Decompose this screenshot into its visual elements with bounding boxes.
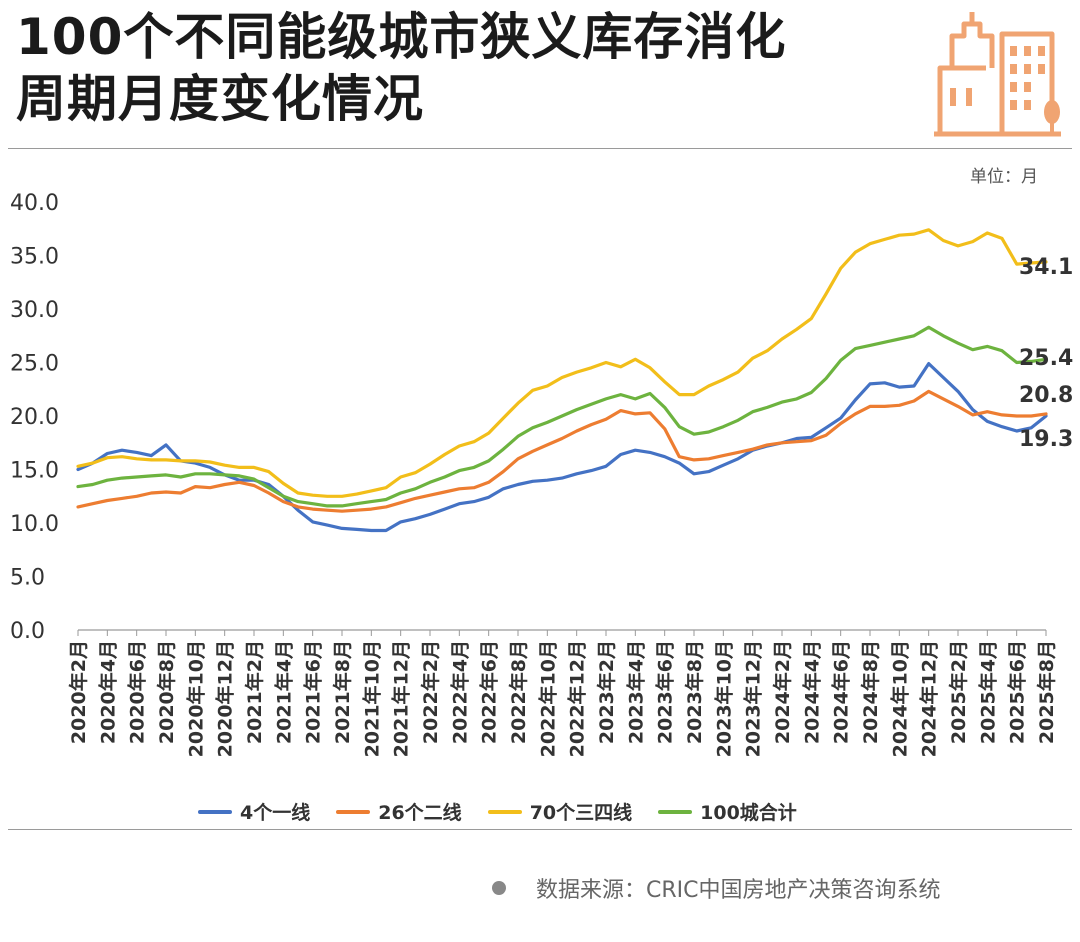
series-end-label-4: 25.4 [1019, 346, 1073, 371]
data-source: 数据来源：CRIC中国房地产决策咨询系统 [492, 872, 941, 904]
city-buildings-icon [934, 12, 1061, 137]
legend-label-tier34: 70个三四线 [529, 802, 633, 824]
x-tick-label: 2020年10月 [184, 640, 207, 757]
x-tick-label: 2021年12月 [390, 640, 413, 757]
x-tick-label: 2024年4月 [800, 640, 823, 744]
x-tick-label: 2024年12月 [918, 640, 941, 757]
x-tick-label: 2021年2月 [243, 640, 266, 744]
chart-legend: 4个一线 26个二线 70个三四线 100城合计 [198, 798, 797, 825]
x-tick-label: 2025年6月 [1006, 640, 1029, 744]
legend-swatch-tier34 [487, 809, 522, 814]
legend-item-tier2: 26个二线 [336, 798, 462, 825]
x-tick-label: 2020年4月 [96, 640, 119, 744]
bottom-divider [8, 829, 1072, 830]
legend-label-tier2: 26个二线 [378, 802, 462, 824]
chart-title-line1: 100个不同能级城市狭义库存消化 [16, 8, 787, 66]
y-tick-label: 35.0 [10, 245, 59, 270]
legend-item-total: 100城合计 [658, 798, 797, 825]
x-tick-label: 2023年6月 [654, 640, 677, 744]
x-tick-label: 2025年8月 [1035, 640, 1058, 744]
chart-title-line2: 周期月度变化情况 [16, 70, 424, 128]
legend-item-tier34: 70个三四线 [487, 798, 633, 825]
x-tick-label: 2025年4月 [976, 640, 999, 744]
y-tick-label: 25.0 [10, 352, 59, 377]
bullet-icon [492, 881, 506, 895]
x-tick-label: 2025年2月 [947, 640, 970, 744]
legend-label-total: 100城合计 [700, 802, 797, 824]
x-tick-label: 2023年12月 [742, 640, 765, 757]
x-tick-label: 2021年4月 [272, 640, 295, 744]
legend-swatch-tier2 [336, 809, 371, 814]
y-tick-label: 15.0 [10, 459, 59, 484]
x-tick-label: 2020年6月 [126, 640, 149, 744]
series-line-3 [76, 228, 1048, 498]
x-tick-label: 2024年2月 [771, 640, 794, 744]
series-end-label-1: 19.3 [1019, 427, 1073, 452]
x-tick-label: 2022年12月 [566, 640, 589, 757]
legend-label-tier1: 4个一线 [240, 802, 311, 824]
x-tick-label: 2021年10月 [360, 640, 383, 757]
chart-title: 100个不同能级城市狭义库存消化 周期月度变化情况 [16, 6, 916, 130]
x-tick-label: 2023年10月 [712, 640, 735, 757]
y-tick-label: 10.0 [10, 512, 59, 537]
x-tick-label: 2023年2月 [595, 640, 618, 744]
x-tick-label: 2020年12月 [214, 640, 237, 757]
x-tick-label: 2022年6月 [478, 640, 501, 744]
x-tick-label: 2022年10月 [536, 640, 559, 757]
y-tick-label: 20.0 [10, 405, 59, 430]
series-line-1 [76, 362, 1048, 533]
x-tick-label: 2022年4月 [448, 640, 471, 744]
x-tick-label: 2022年8月 [507, 640, 530, 744]
y-tick-label: 30.0 [10, 298, 59, 323]
x-tick-label: 2020年8月 [155, 640, 178, 744]
series-end-label-3: 34.1 [1019, 255, 1073, 280]
legend-swatch-tier1 [198, 809, 232, 814]
unit-label: 单位：月 [970, 167, 1038, 187]
line-chart: 0.0 5.0 10.0 15.0 20.0 25.0 30.0 35.0 40.0 2020年2… [10, 191, 1073, 757]
legend-item-tier1: 4个一线 [198, 798, 310, 825]
x-tick-label: 2021年8月 [331, 640, 354, 744]
legend-swatch-total [658, 809, 693, 814]
x-tick-label: 2021年6月 [302, 640, 325, 744]
x-tick-label: 2022年2月 [419, 640, 442, 744]
series-line-4 [76, 325, 1048, 508]
y-tick-label: 5.0 [10, 566, 45, 591]
series-line-2 [76, 389, 1048, 513]
y-tick-label: 0.0 [10, 619, 45, 644]
x-tick-label: 2024年6月 [830, 640, 853, 744]
y-tick-label: 40.0 [10, 191, 59, 216]
x-tick-label: 2020年2月 [67, 640, 90, 744]
top-divider [8, 148, 1072, 149]
x-tick-label: 2024年10月 [888, 640, 911, 757]
x-tick-label: 2023年4月 [624, 640, 647, 744]
x-tick-label: 2023年8月 [683, 640, 706, 744]
series-end-label-2: 20.8 [1019, 383, 1073, 408]
x-tick-label: 2024年8月 [859, 640, 882, 744]
data-source-text: 数据来源：CRIC中国房地产决策咨询系统 [536, 878, 941, 903]
